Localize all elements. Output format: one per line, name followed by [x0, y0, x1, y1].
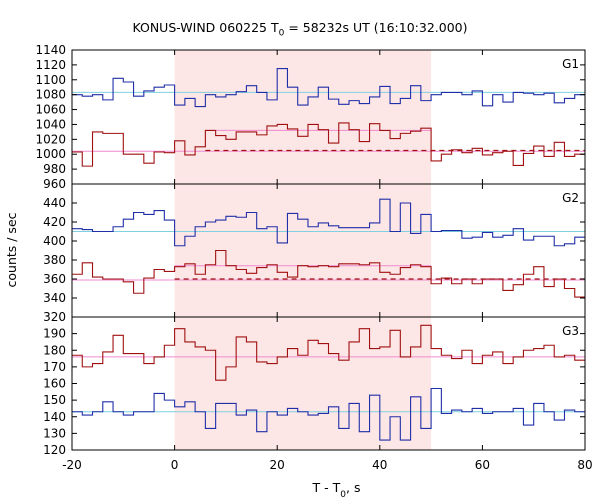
chart-title-suffix: = 58232s UT (16:10:32.000): [284, 20, 468, 35]
g2-ytick-label-380: 380: [43, 253, 66, 267]
shaded-interval: [174, 50, 432, 450]
g2-ytick-label-420: 420: [43, 215, 66, 229]
g2-ytick-label-340: 340: [43, 291, 66, 305]
chart-title-sub: 0: [278, 28, 285, 39]
g1-ytick-label-1140: 1140: [35, 43, 66, 57]
g1-ytick-label-1120: 1120: [35, 58, 66, 72]
g1-ytick-label-980: 980: [43, 162, 66, 176]
chart-title: KONUS-WIND 060225 T0 = 58232s UT (16:10:…: [0, 20, 600, 39]
g1-panel-label: G1: [562, 57, 579, 71]
g1-ytick-label-1100: 1100: [35, 73, 66, 87]
g1-ytick-label-1040: 1040: [35, 117, 66, 131]
g3-ytick-label-170: 170: [43, 360, 66, 374]
g2-ytick-label-320: 320: [43, 310, 66, 324]
g2-ytick-label-440: 440: [43, 196, 66, 210]
g1-series-red: [72, 122, 585, 167]
xtick-label--20: -20: [62, 458, 82, 472]
g3-ytick-label-150: 150: [43, 393, 66, 407]
xtick-label-20: 20: [270, 458, 285, 472]
g3-panel-label: G3: [562, 324, 579, 338]
xtick-label-0: 0: [171, 458, 179, 472]
xtick-label-80: 80: [577, 458, 592, 472]
g3-ytick-label-160: 160: [43, 377, 66, 391]
g2-panel-label: G2: [562, 191, 579, 205]
g1-series-blue: [72, 68, 585, 108]
g3-ytick-label-130: 130: [43, 426, 66, 440]
g2-series-red: [72, 249, 585, 298]
g1-ytick-label-960: 960: [43, 177, 66, 191]
g2-ytick-label-360: 360: [43, 272, 66, 286]
g3-ytick-label-190: 190: [43, 327, 66, 341]
g2-series-blue: [72, 198, 585, 247]
g1-ytick-label-1060: 1060: [35, 103, 66, 117]
x-axis-label: T - T0, s: [312, 480, 361, 500]
chart-title-prefix: KONUS-WIND 060225 T: [132, 20, 279, 35]
g3-ytick-label-120: 120: [43, 443, 66, 457]
g1-ytick-label-1020: 1020: [35, 132, 66, 146]
g2-ytick-label-400: 400: [43, 234, 66, 248]
g3-series-blue: [72, 387, 585, 441]
g3-ytick-label-140: 140: [43, 410, 66, 424]
xtick-label-40: 40: [372, 458, 387, 472]
g3-series-red: [72, 324, 585, 381]
g1-ytick-label-1000: 1000: [35, 147, 66, 161]
g3-ytick-label-180: 180: [43, 343, 66, 357]
y-axis-label: counts / sec: [4, 212, 19, 287]
xtick-label-60: 60: [475, 458, 490, 472]
g1-ytick-label-1080: 1080: [35, 88, 66, 102]
